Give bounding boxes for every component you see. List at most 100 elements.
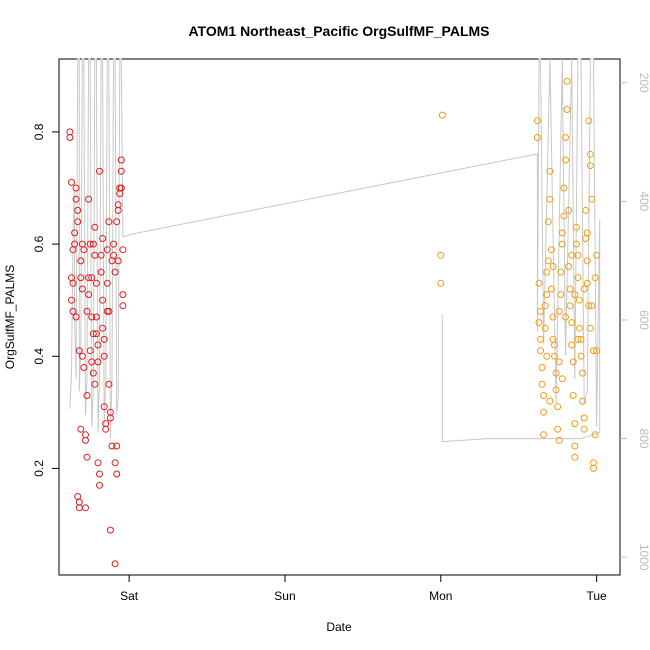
data-point (114, 257, 122, 265)
data-point (69, 279, 77, 287)
data-point (537, 307, 544, 315)
y-tick-label: 0.2 (32, 460, 46, 477)
data-point (72, 195, 80, 203)
data-point (108, 442, 116, 450)
data-point (574, 274, 582, 282)
data-point (557, 291, 565, 299)
data-point (588, 195, 596, 203)
data-point (568, 319, 576, 327)
data-point (590, 347, 597, 355)
data-point (546, 195, 554, 203)
data-point (78, 352, 86, 360)
data-point (565, 206, 573, 214)
data-point (91, 223, 99, 231)
data-point (99, 235, 107, 242)
data-point (562, 156, 569, 164)
data-point (554, 403, 562, 411)
data-point (68, 178, 75, 186)
data-point (94, 358, 102, 366)
data-point (92, 279, 100, 287)
data-point (99, 296, 107, 304)
data-point (77, 274, 85, 282)
y-axis-label: OrgSulfMF_PALMS (3, 265, 17, 369)
data-point (569, 358, 577, 366)
data-point (85, 274, 93, 282)
data-point (538, 380, 546, 388)
data-point (571, 442, 579, 450)
data-point (102, 425, 110, 433)
data-point (546, 397, 554, 405)
data-point (85, 195, 93, 203)
data-point (546, 167, 554, 175)
data-point (535, 279, 543, 287)
data-point (94, 341, 102, 349)
data-point (89, 240, 97, 248)
data-point (119, 291, 127, 299)
data-point (540, 431, 548, 439)
y2-tick-label: 800 (637, 429, 650, 449)
y2-tick-label: 200 (637, 73, 650, 93)
data-point (111, 560, 119, 568)
data-point (544, 257, 552, 265)
data-point (111, 459, 119, 467)
data-point (576, 296, 583, 304)
data-point (77, 257, 85, 265)
data-point (74, 206, 82, 214)
data-point (586, 162, 594, 170)
data-point (547, 246, 555, 254)
data-point (100, 352, 108, 360)
y2-tick-label: 600 (637, 310, 650, 330)
data-point (103, 279, 111, 287)
data-points-layer (66, 77, 601, 568)
data-point (541, 302, 549, 310)
data-point (75, 347, 83, 355)
data-point (547, 285, 555, 293)
data-point (85, 291, 93, 299)
data-point (577, 335, 585, 343)
data-point (83, 307, 91, 315)
data-point (80, 364, 88, 371)
data-point (89, 330, 97, 338)
data-point (540, 392, 548, 399)
data-point (72, 184, 80, 192)
data-point (582, 206, 590, 214)
data-point (92, 313, 100, 321)
data-point (558, 229, 566, 237)
data-point (105, 218, 113, 226)
data-point (113, 218, 121, 226)
data-point (113, 442, 121, 450)
data-point (537, 335, 544, 343)
data-point (558, 240, 566, 248)
data-point (96, 481, 103, 489)
data-point (114, 201, 122, 209)
data-point (566, 285, 574, 293)
data-point (577, 352, 585, 360)
data-point (533, 134, 541, 141)
data-point (560, 212, 568, 220)
y-tick-label: 0.8 (32, 123, 46, 140)
data-point (103, 246, 111, 254)
data-point (92, 330, 100, 338)
data-point (566, 302, 574, 310)
data-point (579, 397, 587, 405)
data-point (563, 106, 571, 113)
data-point (551, 352, 558, 360)
data-point (105, 307, 113, 315)
data-point (83, 392, 91, 399)
data-point (119, 302, 127, 310)
data-point (111, 268, 119, 276)
data-point (78, 285, 86, 293)
data-point (69, 246, 77, 254)
data-point (106, 414, 114, 422)
y-tick-label: 0.6 (32, 235, 46, 252)
data-point (583, 229, 591, 237)
x-tick-label: Sat (120, 589, 139, 603)
data-point (77, 425, 85, 433)
x-axis-label: Date (326, 620, 352, 634)
data-point (99, 324, 107, 332)
y2-axis: 200 400 600 800 1000 (620, 73, 650, 571)
data-point (588, 302, 596, 310)
data-point (554, 425, 562, 433)
data-point (555, 307, 563, 315)
data-point (117, 184, 125, 192)
